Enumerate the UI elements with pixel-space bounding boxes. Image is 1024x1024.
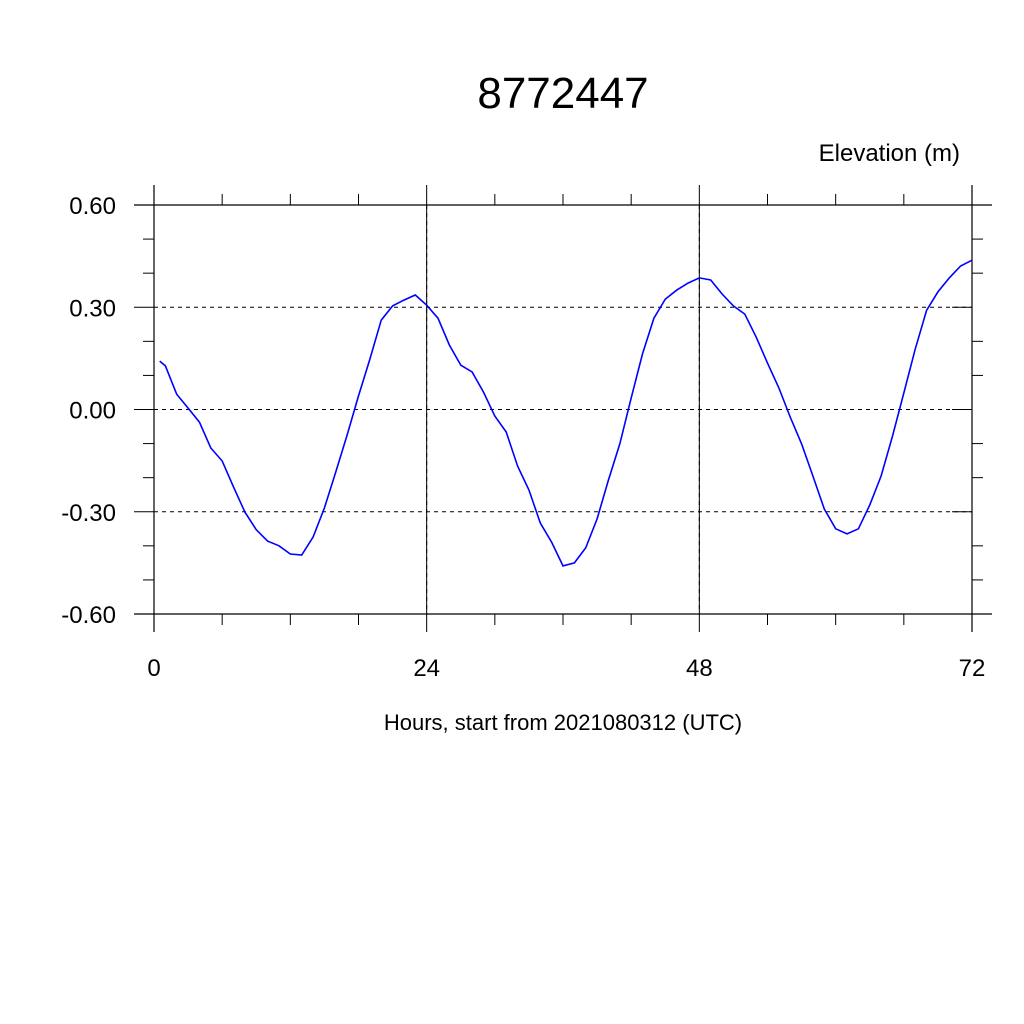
axes: [134, 185, 992, 632]
grid-lines: [153, 204, 973, 615]
y-tick-label: 0.30: [69, 295, 116, 322]
y-axis-label: Elevation (m): [819, 140, 960, 167]
x-tick-label: 72: [959, 655, 986, 682]
tick-labels: 0 24 48 72 0.60 0.30 0.00 -0.30 -0.60: [61, 193, 985, 682]
y-tick-label: 0.00: [69, 398, 116, 425]
y-tick-label: -0.30: [61, 500, 116, 527]
chart-title: 8772447: [477, 69, 648, 118]
y-tick-label: 0.60: [69, 193, 116, 220]
y-tick-label: -0.60: [61, 602, 116, 629]
x-tick-label: 48: [686, 655, 713, 682]
x-axis-label: Hours, start from 2021080312 (UTC): [384, 710, 742, 735]
x-tick-label: 24: [413, 655, 440, 682]
x-tick-label: 0: [147, 655, 160, 682]
series-line: [159, 259, 973, 567]
